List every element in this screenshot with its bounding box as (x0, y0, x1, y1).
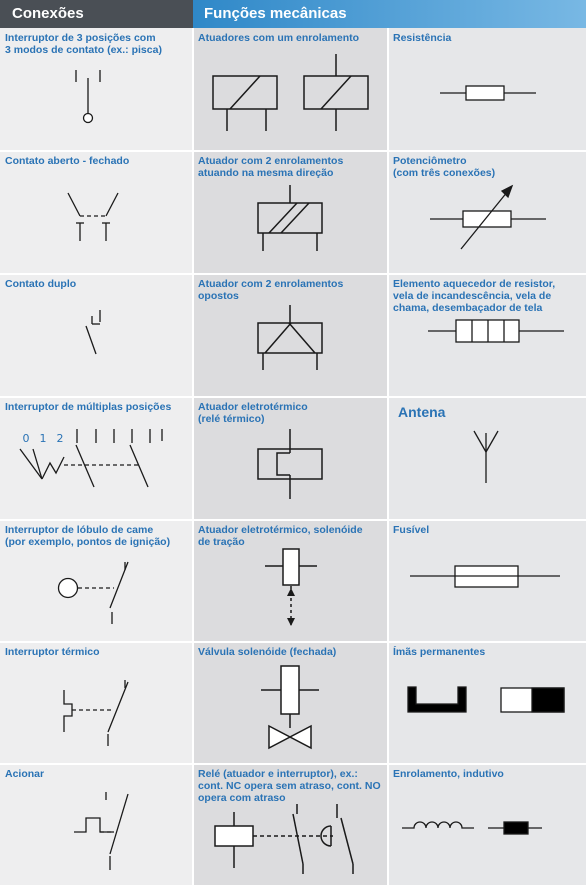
fuse-symbol (410, 565, 560, 588)
column-divider (192, 28, 194, 885)
cell-thermal-switch: Interruptor térmico (0, 642, 193, 764)
cell-single-winding-actuators: Atuadores com um enrolamento (193, 28, 388, 151)
cell-electrothermal-actuator: Atuador eletrotérmico (relé térmico) (193, 397, 388, 520)
double-contact-symbol (85, 310, 101, 355)
label-two-windings-opposed: Atuador com 2 enrolamentos opostos (198, 278, 344, 302)
cell-permanent-magnets: Ímãs permanentes (388, 642, 586, 764)
cell-relay: Relé (atuador e interruptor), ex.: cont.… (193, 764, 388, 885)
cell-fuse: Fusível (388, 520, 586, 642)
relay-symbol (214, 804, 354, 874)
potentiometer-symbol (430, 184, 546, 250)
two-windings-opposed-symbol (257, 305, 323, 370)
label-fuse: Fusível (393, 524, 430, 536)
row-divider (0, 273, 586, 275)
cell-multi-position-switch: Interruptor de múltiplas posições 0 1 2 (0, 397, 193, 520)
row-divider (0, 519, 586, 521)
label-solenoid-pull: Atuador eletrotérmico, solenóide de traç… (198, 524, 363, 548)
cell-resistor: Resistência (388, 28, 586, 151)
row-divider (0, 763, 586, 765)
position-label-2: 2 (57, 432, 64, 445)
antenna-symbol (473, 430, 499, 483)
label-antenna: Antena (398, 404, 446, 420)
thermal-switch-symbol (63, 680, 129, 746)
single-winding-actuators-symbol (212, 54, 369, 131)
cam-lobe-switch-symbol (57, 561, 129, 624)
permanent-magnets-symbol (407, 686, 565, 713)
label-open-closed-contact: Contato aberto - fechado (5, 155, 130, 167)
cell-heating-element: Elemento aquecedor de resistor, vela de … (388, 274, 586, 397)
cell-cam-lobe-switch: Interruptor de lóbulo de came (por exemp… (0, 520, 193, 642)
label-multi-position-switch: Interruptor de múltiplas posições (5, 401, 172, 413)
row-divider (0, 396, 586, 398)
cell-inductive-winding: Enrolamento, indutivo (388, 764, 586, 885)
solenoid-valve-symbol (261, 665, 319, 750)
label-solenoid-valve: Válvula solenóide (fechada) (198, 646, 337, 658)
label-potentiometer: Potenciômetro (com três conexões) (393, 155, 496, 179)
label-cam-lobe-switch: Interruptor de lóbulo de came (por exemp… (5, 524, 171, 548)
position-label-1: 1 (40, 432, 47, 445)
cell-three-position-switch: Interruptor de 3 posições com 3 modos de… (0, 28, 193, 151)
label-three-position-switch: Interruptor de 3 posições com 3 modos de… (5, 32, 162, 56)
open-closed-contact-symbol (67, 192, 119, 241)
label-relay: Relé (atuador e interruptor), ex.: cont.… (198, 768, 381, 804)
cell-solenoid-pull: Atuador eletrotérmico, solenóide de traç… (193, 520, 388, 642)
three-position-switch-symbol (75, 70, 101, 124)
cell-solenoid-valve: Válvula solenóide (fechada) (193, 642, 388, 764)
label-actuate: Acionar (5, 768, 45, 780)
cell-two-windings-opposed: Atuador com 2 enrolamentos opostos (193, 274, 388, 397)
cell-actuate: Acionar (0, 764, 193, 885)
inductive-winding-symbol (402, 821, 542, 835)
heating-element-symbol (428, 319, 564, 343)
cell-two-windings-same-direction: Atuador com 2 enrolamentos atuando na me… (193, 151, 388, 274)
cell-double-contact: Contato duplo (0, 274, 193, 397)
electrothermal-actuator-symbol (257, 429, 323, 499)
row-divider (0, 150, 586, 152)
label-inductive-winding: Enrolamento, indutivo (393, 768, 504, 780)
label-single-winding-actuators: Atuadores com um enrolamento (198, 32, 360, 44)
cell-antenna: Antena (388, 397, 586, 520)
multi-position-switch-symbol: 0 1 2 (19, 429, 163, 488)
resistor-symbol (440, 85, 536, 101)
header-connections: Conexões (0, 0, 193, 28)
two-windings-same-direction-symbol (257, 185, 323, 251)
cell-potentiometer: Potenciômetro (com três conexões) (388, 151, 586, 274)
actuate-symbol (74, 792, 129, 870)
label-double-contact: Contato duplo (5, 278, 77, 290)
label-thermal-switch: Interruptor térmico (5, 646, 100, 658)
label-two-windings-same-direction: Atuador com 2 enrolamentos atuando na me… (198, 155, 344, 179)
header-mechanical-functions: Funções mecânicas (193, 0, 586, 28)
label-permanent-magnets: Ímãs permanentes (393, 646, 486, 658)
label-heating-element: Elemento aquecedor de resistor, vela de … (393, 278, 556, 314)
position-label-0: 0 (23, 432, 30, 445)
cell-open-closed-contact: Contato aberto - fechado (0, 151, 193, 274)
column-divider (387, 28, 389, 885)
row-divider (0, 641, 586, 643)
label-resistor: Resistência (393, 32, 452, 44)
label-electrothermal-actuator: Atuador eletrotérmico (relé térmico) (198, 401, 308, 425)
solenoid-pull-symbol (265, 548, 317, 626)
